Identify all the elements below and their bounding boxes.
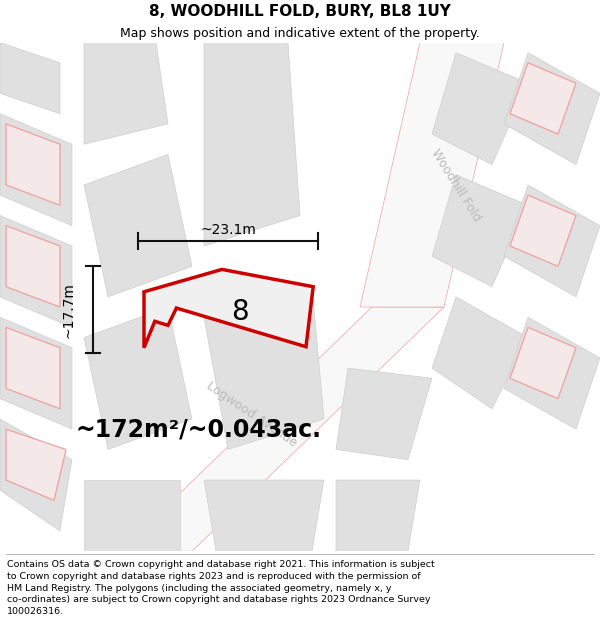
Text: Woodhill Fold: Woodhill Fold [428,146,484,224]
Polygon shape [0,42,60,114]
Polygon shape [510,63,576,134]
Polygon shape [6,124,60,205]
Polygon shape [204,42,300,246]
Text: ~23.1m: ~23.1m [200,223,256,237]
Polygon shape [84,480,180,551]
Polygon shape [0,216,72,328]
Polygon shape [0,419,72,531]
Polygon shape [84,154,192,297]
Polygon shape [510,195,576,266]
Polygon shape [84,42,168,144]
Polygon shape [204,287,324,449]
Polygon shape [6,226,60,307]
Polygon shape [0,318,72,429]
Polygon shape [432,297,528,409]
Polygon shape [504,52,600,164]
Polygon shape [6,429,66,501]
Polygon shape [510,328,576,399]
Polygon shape [84,307,192,449]
Text: 8: 8 [231,298,249,326]
Polygon shape [204,480,324,551]
Text: ~17.7m: ~17.7m [61,282,75,338]
Polygon shape [6,328,60,409]
Text: Logwood Avenue: Logwood Avenue [205,379,299,449]
Polygon shape [504,185,600,297]
Text: Contains OS data © Crown copyright and database right 2021. This information is : Contains OS data © Crown copyright and d… [7,560,435,616]
Polygon shape [504,318,600,429]
Polygon shape [0,114,72,226]
Polygon shape [336,480,420,551]
Polygon shape [432,175,528,287]
Polygon shape [336,368,432,459]
Text: ~172m²/~0.043ac.: ~172m²/~0.043ac. [75,417,321,441]
Polygon shape [144,269,313,348]
Polygon shape [120,307,444,551]
Polygon shape [360,42,504,307]
Polygon shape [432,52,528,164]
Text: 8, WOODHILL FOLD, BURY, BL8 1UY: 8, WOODHILL FOLD, BURY, BL8 1UY [149,4,451,19]
Text: Map shows position and indicative extent of the property.: Map shows position and indicative extent… [120,27,480,39]
